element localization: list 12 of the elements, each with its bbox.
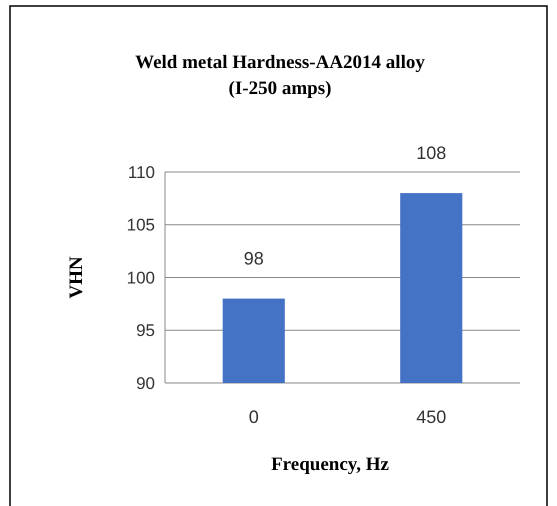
y-axis-title: VHN — [66, 256, 87, 299]
x-tick-label: 450 — [416, 407, 446, 427]
y-tick-label: 90 — [136, 374, 155, 393]
y-tick-label: 100 — [126, 268, 155, 288]
data-label: 108 — [416, 143, 446, 164]
x-tick-label: 0 — [248, 407, 259, 427]
data-label: 98 — [244, 248, 264, 269]
y-tick-label: 110 — [128, 162, 155, 182]
y-tick-label: 105 — [126, 216, 155, 235]
x-axis-title: Frequency, Hz — [271, 454, 390, 475]
y-tick-label: 95 — [136, 321, 155, 340]
chart-title: Weld metal Hardness-AA2014 alloy (I-250 amps) — [135, 52, 426, 99]
